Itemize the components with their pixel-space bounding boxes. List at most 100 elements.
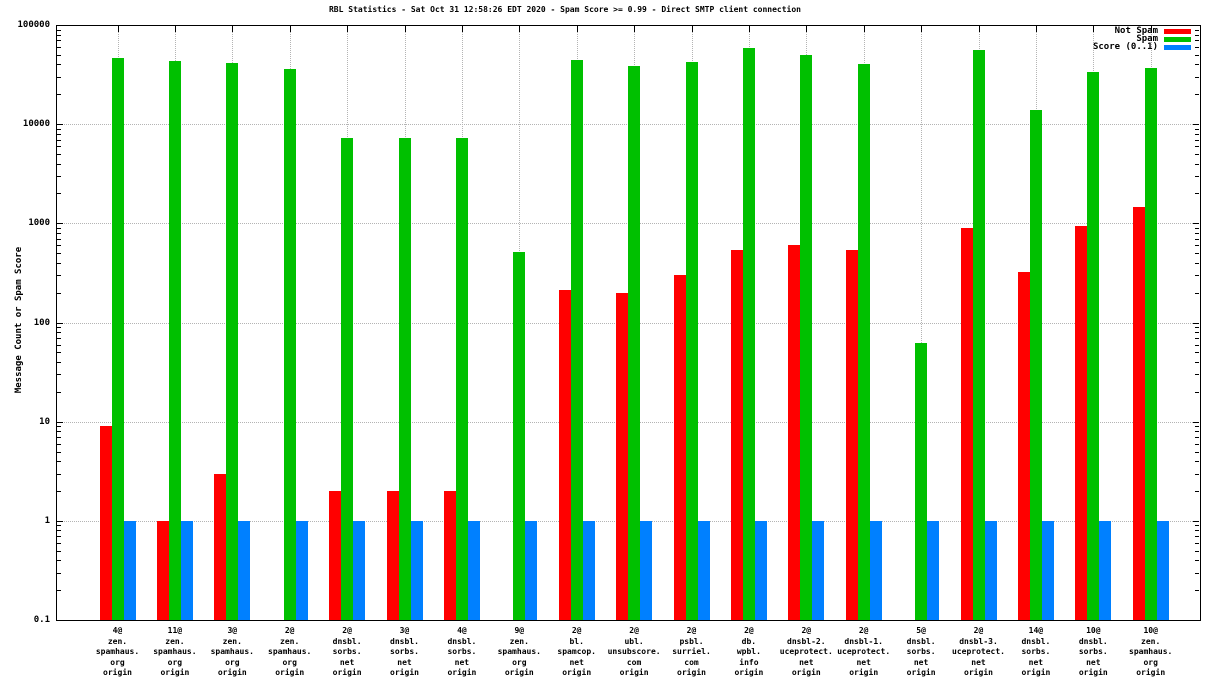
x-label-line: org [282, 657, 297, 667]
y-minor-tick-right [1195, 275, 1199, 277]
y-minor-tick-right [1195, 337, 1199, 339]
x-label-line: zen. [107, 636, 128, 646]
x-label-line: origin [504, 668, 534, 677]
y-minor-tick-right [1195, 344, 1199, 346]
x-label-line: dnsbl-3. [959, 636, 998, 646]
y-minor-tick-left [57, 34, 61, 36]
y-minor-tick-left [57, 560, 61, 562]
x-label-line: origin [1078, 668, 1108, 677]
y-minor-tick-left [57, 40, 61, 42]
bar-spam-16 [1029, 109, 1042, 620]
y-minor-tick-right [1195, 193, 1199, 195]
x-category-label: 10@ zen. spamhaus. org origin [1105, 626, 1197, 679]
y-minor-tick-right [1195, 542, 1199, 544]
x-label-line: zen. [1141, 636, 1161, 646]
x-label-line: org [512, 657, 527, 667]
y-minor-tick-left [57, 154, 61, 156]
y-minor-tick-left [57, 327, 61, 329]
x-label-line: 5@ [916, 626, 926, 635]
x-category-label: 10@ dnsbl. sorbs. net origin [1047, 626, 1139, 679]
x-label-line: uceprotect. [952, 647, 1005, 656]
bar-score-0-1-6 [467, 520, 480, 620]
y-minor-tick-right [1195, 245, 1199, 247]
x-label-line: origin [275, 668, 305, 677]
bar-score-0-1-10 [697, 520, 710, 620]
legend-swatch-spam [1164, 37, 1191, 42]
x-label-line: spamhaus. [268, 647, 312, 656]
x-label-line: 2@ [571, 626, 582, 635]
x-label-line: wpbl. [736, 647, 761, 656]
x-tick-top [863, 26, 865, 32]
y-tick-label: 100 [33, 317, 50, 328]
x-label-line: sorbs. [390, 647, 419, 656]
x-label-line: 4@ [457, 626, 467, 635]
x-label-line: spamhaus. [210, 647, 254, 656]
x-category-label: 4@ zen. spamhaus. org origin [72, 626, 164, 679]
x-label-line: net [1028, 657, 1044, 667]
y-minor-tick-left [57, 262, 61, 264]
y-minor-tick-right [1195, 361, 1199, 363]
x-label-line: 10@ [1143, 626, 1158, 635]
bar-score-0-1-1 [180, 520, 193, 620]
y-minor-tick-right [1195, 94, 1199, 96]
x-tick-top [174, 26, 176, 32]
y-minor-tick-left [57, 332, 61, 334]
bar-spam-2 [226, 63, 239, 620]
x-label-line: 2@ [629, 626, 639, 635]
y-major-tick-right [1193, 223, 1199, 225]
x-label-line: spamhaus. [153, 647, 197, 656]
bar-not-spam-1 [156, 520, 169, 620]
x-label-line: org [110, 657, 125, 667]
bar-spam-5 [398, 138, 411, 620]
y-minor-tick-left [57, 253, 61, 255]
bar-spam-7 [513, 252, 526, 620]
x-tick-top [978, 26, 980, 32]
x-label-line: info [739, 657, 759, 667]
x-label-line: net [1086, 657, 1101, 667]
y-tick-label: 10000 [22, 119, 50, 130]
y-minor-tick-right [1195, 473, 1199, 475]
y-minor-tick-left [57, 550, 61, 552]
bar-score-0-1-5 [410, 520, 423, 620]
y-minor-tick-left [57, 193, 61, 195]
y-minor-tick-right [1195, 253, 1199, 255]
x-label-line: ubl. [624, 636, 644, 646]
x-label-line: origin [562, 668, 592, 677]
x-label-line: zen. [280, 636, 300, 646]
x-label-line: 14@ [1028, 626, 1044, 635]
x-label-line: 2@ [973, 626, 984, 635]
x-label-line: sorbs. [447, 647, 477, 656]
x-label-line: origin [217, 668, 247, 677]
bar-score-0-1-9 [640, 520, 653, 620]
x-label-line: com [626, 657, 642, 667]
bar-score-0-1-16 [1041, 520, 1054, 620]
y-minor-tick-right [1195, 133, 1199, 135]
y-minor-tick-right [1195, 262, 1199, 264]
bar-score-0-1-11 [754, 520, 767, 620]
y-minor-tick-right [1195, 232, 1199, 234]
x-label-line: origin [1021, 668, 1051, 677]
bar-not-spam-13 [845, 250, 858, 620]
bar-not-spam-11 [730, 249, 743, 620]
y-minor-tick-left [57, 94, 61, 96]
x-tick-top [347, 26, 349, 32]
x-category-label: 3@ zen. spamhaus. org origin [186, 626, 278, 679]
y-minor-tick-right [1195, 227, 1199, 229]
x-label-line: dnsbl. [1078, 636, 1108, 646]
x-label-line: org [167, 657, 183, 667]
y-major-tick-left [57, 223, 63, 225]
bar-not-spam-12 [788, 244, 801, 620]
y-minor-tick-left [57, 431, 61, 433]
y-minor-tick-right [1195, 47, 1199, 48]
x-category-label: 2@ dnsbl-3. uceprotect. net origin [933, 626, 1025, 679]
y-minor-tick-left [57, 374, 61, 376]
bar-not-spam-0 [99, 426, 112, 620]
x-label-line: dnsbl. [447, 636, 477, 646]
x-category-label: 11@ zen. spamhaus. org origin [129, 626, 221, 679]
x-category-label: 2@ zen. spamhaus. org origin [244, 626, 336, 679]
x-category-label: 2@ dnsbl-2. uceprotect. net origin [760, 626, 852, 679]
y-minor-tick-right [1195, 443, 1199, 445]
bar-spam-0 [111, 57, 124, 620]
x-label-line: dnsbl. [906, 636, 936, 646]
x-category-label: 14@ dnsbl. sorbs. net origin [990, 626, 1082, 679]
